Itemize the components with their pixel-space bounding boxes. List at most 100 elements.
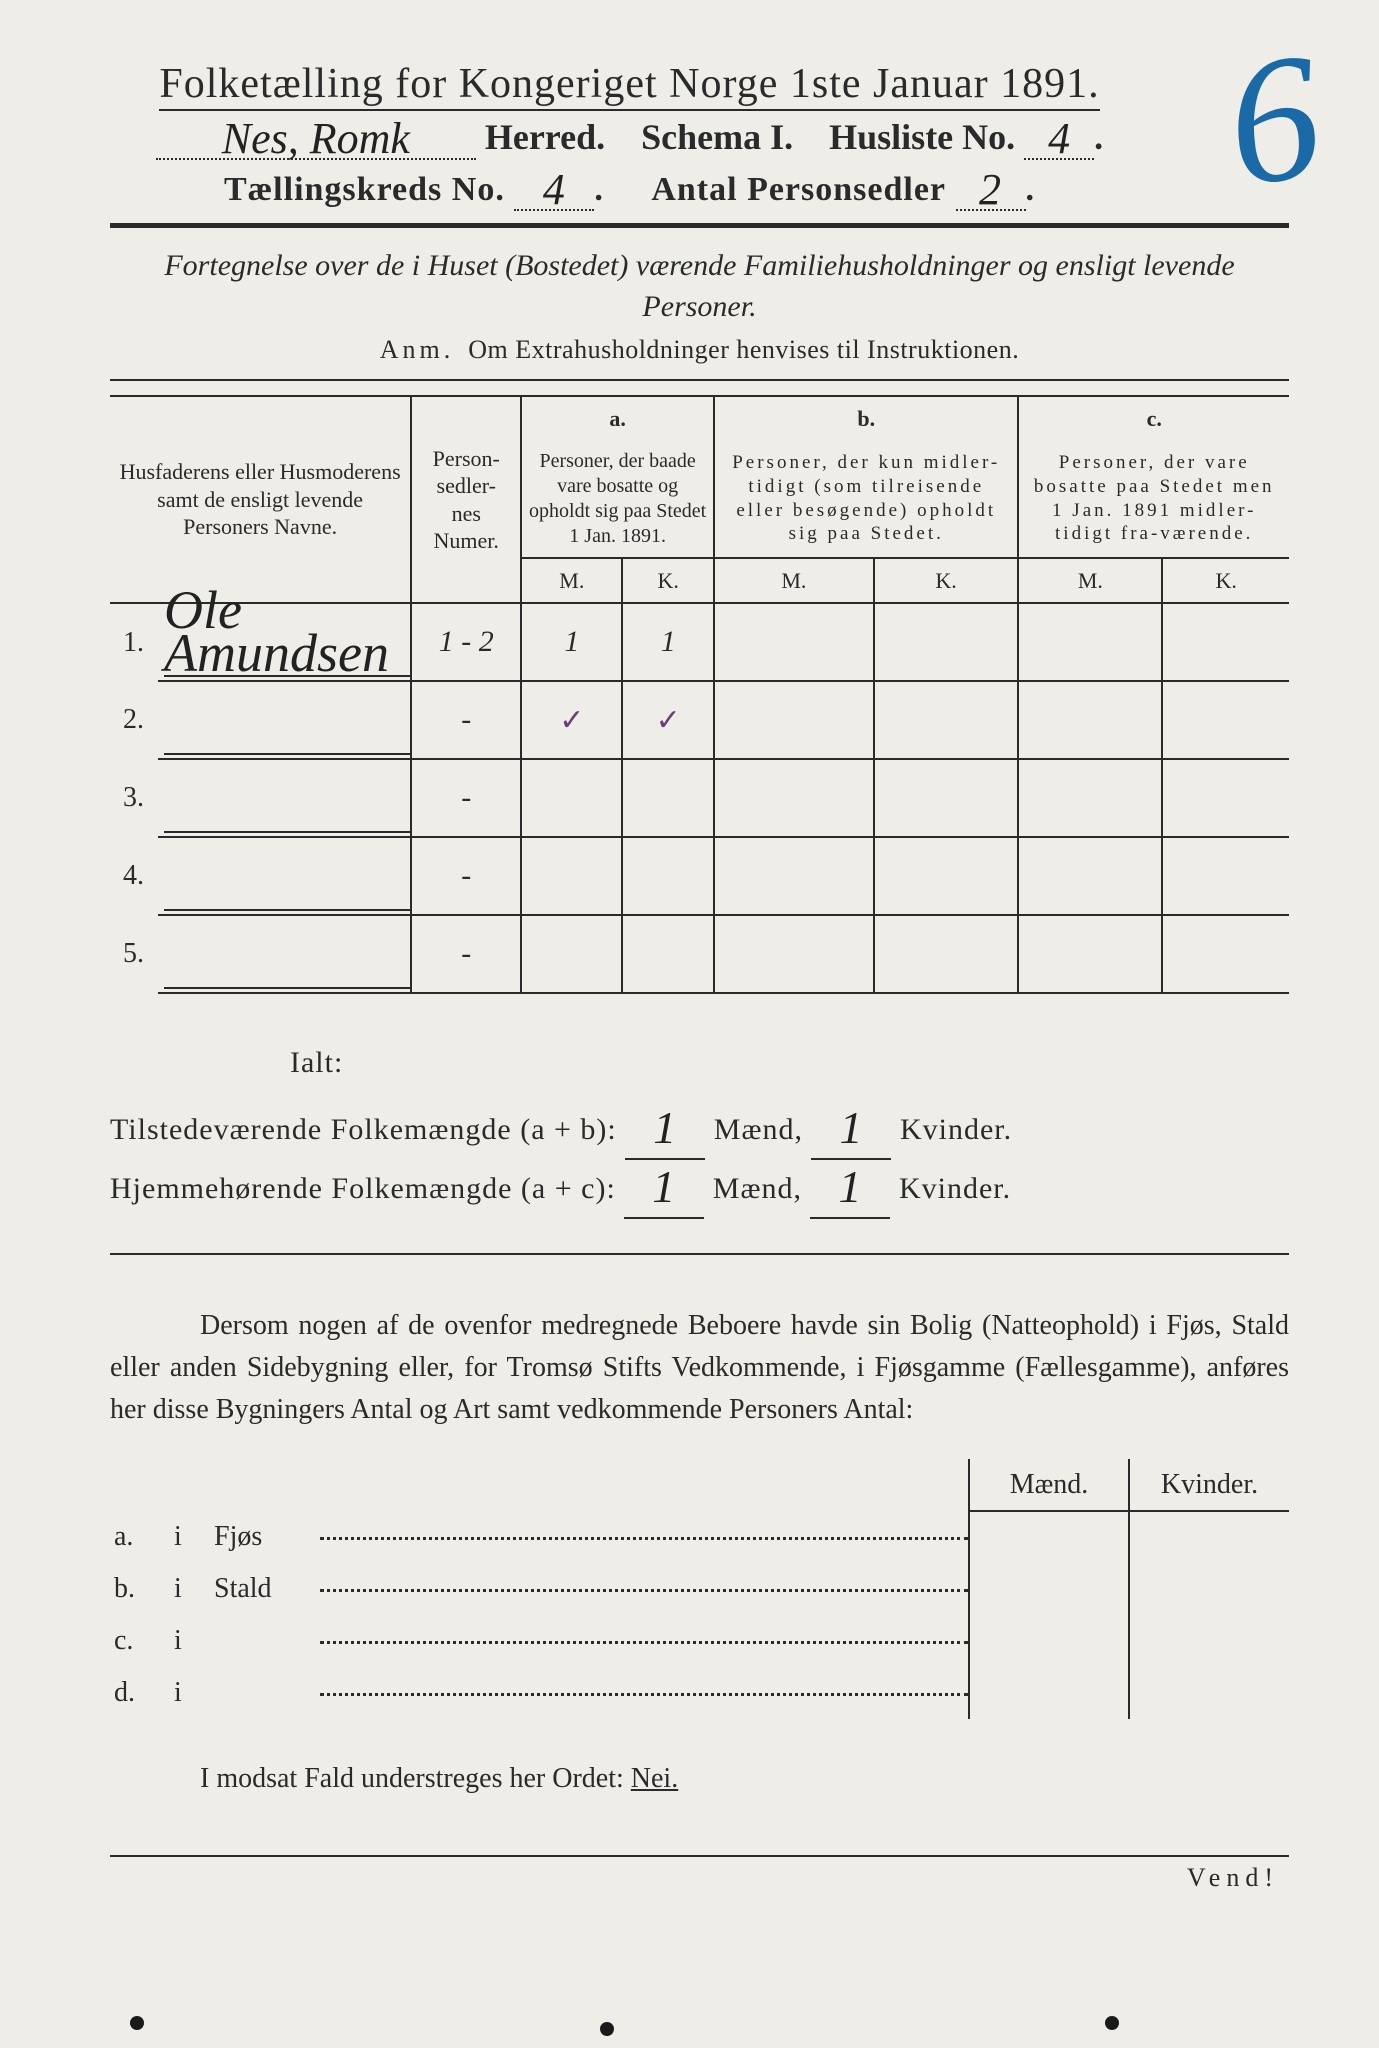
nei-word: Nei. <box>631 1763 678 1794</box>
side-building-paragraph: Dersom nogen af de ovenfor medregnede Be… <box>110 1305 1289 1431</box>
a-m-cell: ✓ <box>521 681 622 759</box>
bot-i: i <box>170 1563 210 1615</box>
bot-label: Stald <box>210 1563 320 1615</box>
b-m-cell <box>714 915 874 993</box>
b-k-cell <box>874 915 1019 993</box>
bot-k-cell <box>1129 1511 1289 1563</box>
table-row: 1.Ole Amundsen1 - 211 <box>110 603 1289 681</box>
bot-label <box>210 1667 320 1719</box>
vend-label: Vend! <box>110 1855 1289 1893</box>
b-m-cell <box>714 603 874 681</box>
c-m-cell <box>1018 759 1162 837</box>
col-a-m: M. <box>521 558 622 604</box>
c-m-cell <box>1018 915 1162 993</box>
bot-key: d. <box>110 1667 170 1719</box>
bot-label <box>210 1615 320 1667</box>
name-cell: Ole Amundsen <box>158 603 411 681</box>
side-building-table: Mænd. Kvinder. a.iFjøsb.iStaldc.id.i <box>110 1459 1289 1719</box>
bot-head-m: Mænd. <box>969 1459 1129 1511</box>
bot-key: a. <box>110 1511 170 1563</box>
bot-i: i <box>170 1667 210 1719</box>
col-numer-header: Person- sedler- nes Numer. <box>411 396 521 603</box>
bot-m-cell <box>969 1615 1129 1667</box>
col-a-text: Personer, der baade vare bosatte og opho… <box>521 441 714 558</box>
a-k-cell: ✓ <box>622 681 714 759</box>
ink-blot <box>130 2016 144 2030</box>
col-c-k: K. <box>1162 558 1289 604</box>
anm-line: Anm. Om Extrahusholdninger henvises til … <box>110 335 1289 365</box>
form-title: Folketælling for Kongeriget Norge 1ste J… <box>90 60 1169 108</box>
name-cell <box>158 915 411 993</box>
col-b-text: Personer, der kun midler-tidigt (som til… <box>714 441 1018 558</box>
ink-blot <box>1105 2016 1119 2030</box>
bot-dots <box>320 1563 969 1615</box>
row-index: 3. <box>110 759 158 837</box>
name-cell <box>158 837 411 915</box>
totals-line-1: Tilstedeværende Folkemængde (a + b): 1 M… <box>110 1101 1289 1160</box>
table-row: a.iFjøs <box>110 1511 1289 1563</box>
bot-dots <box>320 1511 969 1563</box>
kreds-label: Tællingskreds No. <box>224 171 505 208</box>
herred-label: Herred. <box>485 117 605 157</box>
a-m-cell <box>521 915 622 993</box>
col-a-k: K. <box>622 558 714 604</box>
sedler-value: 2 <box>979 165 1002 214</box>
table-row: 5.- <box>110 915 1289 993</box>
c-k-cell <box>1162 603 1289 681</box>
c-k-cell <box>1162 837 1289 915</box>
a-k-cell <box>622 837 714 915</box>
nei-line: I modsat Fald understreges her Ordet: Ne… <box>110 1763 1289 1795</box>
b-m-cell <box>714 681 874 759</box>
row-index: 1. <box>110 603 158 681</box>
divider <box>110 1253 1289 1255</box>
sedler-label: Antal Personsedler <box>651 171 946 208</box>
table-row: 2.-✓✓ <box>110 681 1289 759</box>
husliste-value: 4 <box>1048 114 1070 163</box>
numer-cell: - <box>411 837 521 915</box>
husliste-label: Husliste No. <box>829 117 1015 157</box>
bot-key: c. <box>110 1615 170 1667</box>
numer-cell: - <box>411 915 521 993</box>
col-b-m: M. <box>714 558 874 604</box>
numer-cell: 1 - 2 <box>411 603 521 681</box>
col-name-header: Husfaderens eller Husmoderens samt de en… <box>110 396 411 603</box>
a-m-cell: 1 <box>521 603 622 681</box>
bot-k-cell <box>1129 1615 1289 1667</box>
totals-block: Ialt: Tilstedeværende Folkemængde (a + b… <box>110 1034 1289 1219</box>
table-row: b.iStald <box>110 1563 1289 1615</box>
table-row: c.i <box>110 1615 1289 1667</box>
b-k-cell <box>874 603 1019 681</box>
c-k-cell <box>1162 759 1289 837</box>
a-k-cell <box>622 915 714 993</box>
herred-value: Nes, Romk <box>222 114 410 163</box>
col-c-m: M. <box>1018 558 1162 604</box>
ink-blot <box>600 2022 614 2036</box>
numer-cell: - <box>411 681 521 759</box>
col-b-label: b. <box>714 396 1018 441</box>
b-k-cell <box>874 759 1019 837</box>
intro-text: Fortegnelse over de i Huset (Bostedet) v… <box>130 246 1269 327</box>
a-k-cell: 1 <box>622 603 714 681</box>
totals-line-2: Hjemmehørende Folkemængde (a + c): 1 Mæn… <box>110 1160 1289 1219</box>
c-m-cell <box>1018 837 1162 915</box>
c-m-cell <box>1018 681 1162 759</box>
col-a-label: a. <box>521 396 714 441</box>
schema-label: Schema I. <box>641 117 793 157</box>
bot-head-k: Kvinder. <box>1129 1459 1289 1511</box>
col-b-k: K. <box>874 558 1019 604</box>
c-k-cell <box>1162 681 1289 759</box>
name-cell <box>158 681 411 759</box>
a-m-cell <box>521 837 622 915</box>
b-m-cell <box>714 837 874 915</box>
kreds-value: 4 <box>543 165 566 214</box>
bot-dots <box>320 1615 969 1667</box>
bot-label: Fjøs <box>210 1511 320 1563</box>
bot-m-cell <box>969 1563 1129 1615</box>
bot-dots <box>320 1667 969 1719</box>
bot-k-cell <box>1129 1563 1289 1615</box>
b-k-cell <box>874 837 1019 915</box>
row-index: 4. <box>110 837 158 915</box>
bot-key: b. <box>110 1563 170 1615</box>
divider <box>110 223 1289 228</box>
a-m-cell <box>521 759 622 837</box>
